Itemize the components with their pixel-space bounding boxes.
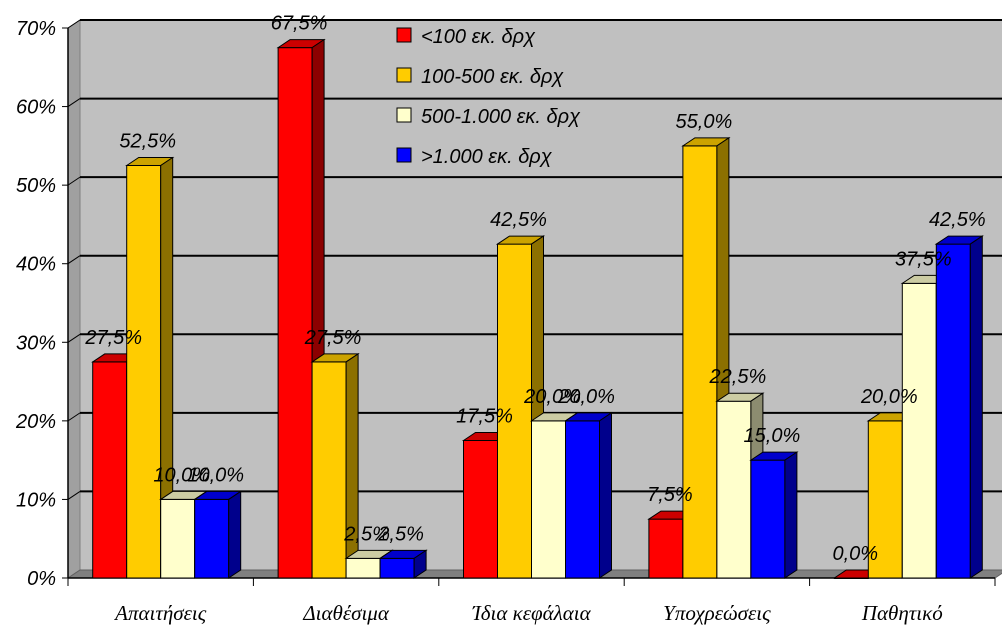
- legend-item: >1.000 εκ. δρχ: [396, 146, 553, 168]
- bar-side: [413, 549, 427, 579]
- bar-front: [160, 498, 196, 579]
- bars: [91, 38, 984, 579]
- bar-front: [531, 420, 566, 579]
- y-tick-label: 50%: [16, 175, 56, 197]
- y-tick-label: 20%: [15, 411, 56, 433]
- data-label: 42,5%: [929, 209, 986, 231]
- data-label: 27,5%: [84, 327, 142, 349]
- bar-front: [716, 400, 752, 579]
- gridline-depth: [67, 19, 81, 29]
- y-tick-label: 30%: [16, 332, 56, 354]
- bar-front: [277, 47, 313, 579]
- data-label: 22,5%: [709, 366, 767, 388]
- bar-front: [126, 165, 162, 579]
- x-category-label: Υποχρεώσεις: [663, 601, 771, 625]
- axes: 0% 10% 20% 30% 40% 50% 60% 70% Απαιτήσεις Διαθέσι…: [15, 18, 996, 625]
- legend-swatch: [396, 67, 412, 83]
- y-tick-label: 0%: [27, 568, 56, 590]
- data-label: 2,5%: [377, 523, 424, 545]
- bar: [193, 490, 243, 579]
- bar-front: [311, 361, 347, 579]
- bar-front: [463, 440, 498, 579]
- bar-front: [565, 420, 600, 579]
- x-category-label: Παθητικό: [861, 601, 943, 625]
- data-label: 15,0%: [744, 425, 801, 447]
- data-label: 20,0%: [860, 386, 918, 408]
- data-label: 27,5%: [304, 327, 362, 349]
- data-label: 0,0%: [833, 543, 879, 565]
- y-tick-label: 10%: [16, 489, 56, 511]
- bar-side: [599, 411, 612, 579]
- gridline-depth: [67, 98, 81, 107]
- y-tick-label: 70%: [16, 18, 56, 40]
- legend-swatch: [396, 27, 412, 43]
- bar-side: [969, 235, 983, 579]
- bar-front: [750, 459, 786, 579]
- legend-swatch: [396, 147, 412, 163]
- data-label: 52,5%: [119, 131, 176, 153]
- y-tick-label: 40%: [16, 254, 56, 276]
- data-label: 7,5%: [647, 484, 693, 506]
- legend-item: <100 εκ. δρχ: [396, 26, 536, 48]
- data-label: 2,5%: [343, 523, 390, 545]
- bar-front: [379, 557, 415, 579]
- gridline-depth: [67, 255, 81, 265]
- data-label: 37,5%: [895, 248, 952, 270]
- x-category-label: Ίδια κεφάλαια: [472, 601, 591, 625]
- legend: <100 εκ. δρχ 100-500 εκ. δρχ 500-1.000 εκ.…: [396, 26, 581, 168]
- bar-front: [901, 282, 937, 579]
- data-label: 42,5%: [490, 209, 547, 231]
- bar-front: [682, 145, 718, 579]
- legend-label: >1.000 εκ. δρχ: [421, 146, 553, 168]
- data-label: 20,0%: [557, 386, 615, 408]
- data-label: 17,5%: [456, 406, 513, 428]
- data-label: 55,0%: [676, 111, 733, 133]
- bar-front: [648, 518, 684, 579]
- bar: [934, 235, 984, 579]
- legend-item: 100-500 εκ. δρχ: [396, 66, 564, 88]
- bar: [125, 156, 175, 579]
- data-label: 20,0%: [523, 386, 581, 408]
- bar: [563, 411, 614, 579]
- gridline-depth: [67, 176, 81, 186]
- bar-front: [345, 557, 381, 579]
- bar-front: [935, 243, 971, 579]
- bar-front: [867, 420, 903, 579]
- bar-front: [194, 498, 230, 579]
- legend-label: 500-1.000 εκ. δρχ: [421, 106, 581, 128]
- data-label: 10,0%: [187, 464, 244, 486]
- side-wall: [67, 19, 81, 579]
- bar-side: [228, 490, 242, 579]
- legend-label: <100 εκ. δρχ: [421, 26, 536, 48]
- bar: [378, 549, 428, 579]
- x-category-label: Διαθέσιμα: [302, 601, 390, 625]
- data-labels: 27,5% 52,5% 10,0%10,0% 67,5% 27,5% 2,5%2,5% 17…: [84, 13, 985, 565]
- bar: [749, 451, 799, 579]
- gridline-depth: [67, 333, 81, 343]
- data-label: 10,0%: [153, 464, 210, 486]
- data-label: 67,5%: [271, 13, 328, 35]
- legend-swatch: [396, 107, 412, 123]
- gridline-depth: [67, 491, 81, 500]
- y-tick-label: 60%: [16, 97, 56, 119]
- bar-front: [92, 361, 128, 579]
- bar-side: [784, 451, 798, 579]
- legend-item: 500-1.000 εκ. δρχ: [396, 106, 581, 128]
- bar-front: [497, 243, 532, 579]
- gridline-depth: [67, 412, 81, 422]
- legend-label: 100-500 εκ. δρχ: [421, 66, 564, 88]
- x-category-label: Απαιτήσεις: [113, 601, 207, 625]
